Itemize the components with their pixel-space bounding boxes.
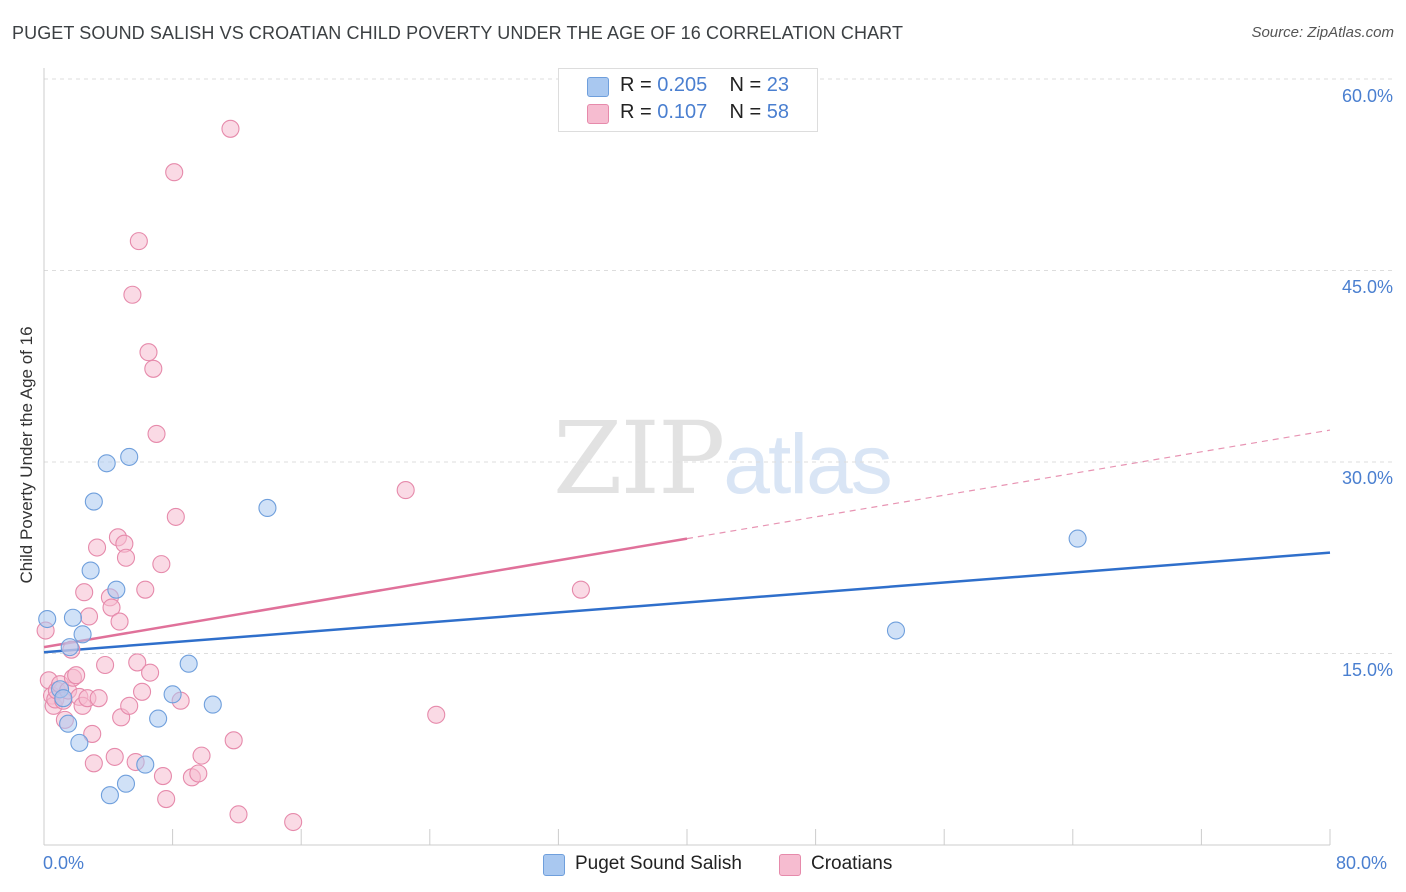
- data-point-croatian: [396, 481, 415, 500]
- watermark: ZIPatlas: [553, 400, 893, 517]
- gridlines: [44, 78, 1392, 654]
- legend-n-value: 23: [766, 74, 790, 96]
- legend-swatch-salish: [587, 77, 609, 97]
- data-point-croatian: [89, 689, 108, 708]
- data-point-croatian: [166, 507, 185, 526]
- data-point-croatian: [87, 538, 107, 557]
- trend-lines: [43, 429, 1331, 654]
- data-point-salish: [73, 625, 92, 644]
- data-point-salish: [100, 786, 119, 805]
- data-point-salish: [116, 774, 136, 793]
- data-point-croatian: [153, 767, 173, 786]
- data-point-croatian: [96, 655, 115, 675]
- series-legend: Puget Sound Salish Croatians: [0, 853, 1406, 877]
- data-point-croatian: [229, 805, 248, 824]
- data-point-croatian: [189, 764, 208, 783]
- data-point-croatian: [133, 682, 152, 701]
- x-tick-label: 80.0%: [1336, 853, 1388, 873]
- data-point-salish: [136, 755, 155, 774]
- legend-label: Puget Sound Salish: [575, 853, 742, 874]
- y-axis-label: Child Poverty Under the Age of 16: [17, 326, 36, 584]
- stats-legend: R = 0.205 N = 23 R = 0.107 N = 58: [558, 68, 818, 132]
- legend-r-label: R =: [620, 74, 652, 96]
- trend-line: [43, 551, 1331, 654]
- x-tick-label: 0.0%: [43, 853, 85, 873]
- data-point-salish: [149, 709, 168, 728]
- legend-n-value: 58: [766, 101, 790, 123]
- data-point-croatian: [84, 754, 103, 773]
- data-point-salish: [1068, 529, 1087, 548]
- legend-r-value: 0.205: [657, 74, 708, 96]
- data-point-salish: [70, 733, 89, 752]
- watermark-atlas: atlas: [723, 417, 892, 511]
- data-point-croatian: [147, 424, 166, 443]
- data-point-croatian: [192, 746, 211, 765]
- data-point-croatian: [67, 666, 86, 685]
- data-point-croatian: [120, 696, 139, 715]
- data-point-croatian: [221, 119, 240, 138]
- data-point-salish: [59, 714, 78, 733]
- y-tick-label: 45.0%: [1341, 277, 1393, 297]
- data-point-croatian: [157, 789, 176, 809]
- data-point-croatian: [571, 580, 590, 599]
- data-point-croatian: [427, 705, 446, 724]
- legend-label: Croatians: [811, 853, 893, 874]
- data-point-croatian: [141, 663, 160, 682]
- legend-r-value: 0.107: [657, 101, 708, 123]
- data-point-croatian: [165, 163, 184, 182]
- data-point-salish: [203, 695, 222, 714]
- data-point-salish: [97, 454, 116, 473]
- chart-title: PUGET SOUND SALISH VS CROATIAN CHILD POV…: [12, 23, 904, 43]
- data-point-croatian: [110, 612, 129, 631]
- y-tick-label: 30.0%: [1341, 468, 1393, 488]
- data-point-salish: [38, 609, 57, 629]
- data-point-salish: [107, 580, 126, 599]
- data-point-salish: [120, 447, 139, 466]
- legend-n-label: N =: [729, 74, 762, 96]
- data-point-salish: [886, 621, 906, 640]
- data-point-salish: [63, 608, 82, 627]
- data-point-salish: [60, 638, 79, 657]
- trend-line: [43, 537, 688, 649]
- y-tick-label: 15.0%: [1341, 660, 1393, 680]
- legend-swatch-salish: [543, 854, 565, 876]
- data-point-croatian: [83, 724, 102, 743]
- data-points: [36, 119, 1087, 832]
- data-point-croatian: [129, 232, 148, 251]
- data-point-croatian: [152, 555, 171, 574]
- source-label: Source: ZipAtlas.com: [1251, 24, 1394, 41]
- data-point-croatian: [128, 653, 147, 672]
- data-point-croatian: [224, 731, 243, 750]
- data-point-croatian: [144, 359, 163, 378]
- data-point-salish: [258, 498, 277, 518]
- data-point-croatian: [284, 812, 303, 832]
- data-point-salish: [81, 561, 100, 580]
- legend-r-label: R =: [620, 101, 652, 123]
- data-point-salish: [54, 689, 73, 708]
- legend-swatch-croatians: [587, 104, 609, 124]
- watermark-zip: ZIP: [553, 400, 725, 517]
- data-point-croatian: [136, 580, 155, 599]
- legend-swatch-croatians: [779, 854, 801, 876]
- data-point-croatian: [123, 285, 142, 304]
- data-point-croatian: [79, 607, 99, 626]
- data-point-croatian: [116, 548, 136, 567]
- data-point-croatian: [102, 598, 121, 617]
- data-point-croatian: [139, 343, 158, 362]
- trend-line-extension: [686, 429, 1331, 540]
- y-tick-label: 60.0%: [1341, 86, 1393, 106]
- axes: [43, 68, 1331, 846]
- legend-n-label: N =: [729, 101, 762, 123]
- data-point-salish: [163, 685, 182, 704]
- data-point-croatian: [75, 583, 94, 602]
- data-point-croatian: [105, 747, 124, 766]
- data-point-salish: [84, 492, 103, 511]
- data-point-salish: [179, 654, 198, 673]
